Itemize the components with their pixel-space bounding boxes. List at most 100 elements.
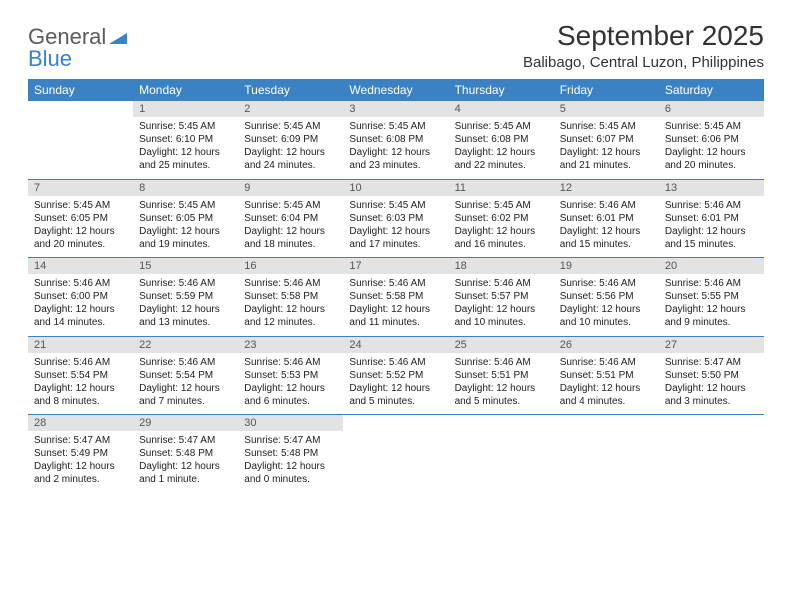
sunrise-text: Sunrise: 5:45 AM	[139, 199, 232, 212]
daynum-row: 123456	[28, 101, 764, 117]
logo-text-blue: Blue	[28, 46, 72, 71]
daylight-text: Daylight: 12 hours and 11 minutes.	[349, 303, 442, 329]
day-number: 22	[139, 339, 151, 351]
day-number: 30	[244, 417, 256, 429]
day-number: 2	[244, 103, 250, 115]
day-number-cell: 30	[238, 415, 343, 431]
day-number-cell: 6	[659, 101, 764, 117]
day-number: 14	[34, 260, 46, 272]
day-number-cell: 17	[343, 258, 448, 274]
day-number: 7	[34, 182, 40, 194]
day-number-cell: 1	[133, 101, 238, 117]
sunrise-text: Sunrise: 5:47 AM	[244, 434, 337, 447]
day-detail-cell: Sunrise: 5:46 AMSunset: 5:57 PMDaylight:…	[449, 274, 554, 336]
logo-text: General Blue	[28, 26, 127, 70]
day-detail-cell: Sunrise: 5:46 AMSunset: 5:59 PMDaylight:…	[133, 274, 238, 336]
day-number: 3	[349, 103, 355, 115]
daylight-text: Daylight: 12 hours and 7 minutes.	[139, 382, 232, 408]
sunrise-text: Sunrise: 5:46 AM	[349, 356, 442, 369]
detail-row: Sunrise: 5:47 AMSunset: 5:49 PMDaylight:…	[28, 431, 764, 493]
day-detail-cell	[449, 431, 554, 493]
daynum-row: 14151617181920	[28, 258, 764, 274]
sunrise-text: Sunrise: 5:45 AM	[244, 120, 337, 133]
day-number-cell: 29	[133, 415, 238, 431]
daylight-text: Daylight: 12 hours and 6 minutes.	[244, 382, 337, 408]
day-number-cell: 21	[28, 337, 133, 353]
day-number: 25	[455, 339, 467, 351]
sunrise-text: Sunrise: 5:47 AM	[139, 434, 232, 447]
sunset-text: Sunset: 6:08 PM	[455, 133, 548, 146]
sunset-text: Sunset: 6:10 PM	[139, 133, 232, 146]
sunset-text: Sunset: 5:55 PM	[665, 290, 758, 303]
daylight-text: Daylight: 12 hours and 15 minutes.	[665, 225, 758, 251]
day-detail-cell: Sunrise: 5:46 AMSunset: 5:58 PMDaylight:…	[343, 274, 448, 336]
sunset-text: Sunset: 6:03 PM	[349, 212, 442, 225]
day-detail-cell: Sunrise: 5:47 AMSunset: 5:50 PMDaylight:…	[659, 353, 764, 415]
daylight-text: Daylight: 12 hours and 25 minutes.	[139, 146, 232, 172]
sunset-text: Sunset: 5:51 PM	[560, 369, 653, 382]
day-number-cell	[449, 415, 554, 431]
sunset-text: Sunset: 6:07 PM	[560, 133, 653, 146]
day-number: 13	[665, 182, 677, 194]
day-number: 23	[244, 339, 256, 351]
sunset-text: Sunset: 6:06 PM	[665, 133, 758, 146]
day-number-cell: 20	[659, 258, 764, 274]
day-detail-cell: Sunrise: 5:47 AMSunset: 5:48 PMDaylight:…	[238, 431, 343, 493]
sunrise-text: Sunrise: 5:46 AM	[560, 199, 653, 212]
day-number: 15	[139, 260, 151, 272]
sunrise-text: Sunrise: 5:46 AM	[455, 277, 548, 290]
day-number: 12	[560, 182, 572, 194]
sunset-text: Sunset: 5:58 PM	[244, 290, 337, 303]
day-number: 9	[244, 182, 250, 194]
day-detail-cell: Sunrise: 5:45 AMSunset: 6:08 PMDaylight:…	[343, 117, 448, 179]
day-detail-cell: Sunrise: 5:46 AMSunset: 5:56 PMDaylight:…	[554, 274, 659, 336]
sunrise-text: Sunrise: 5:45 AM	[349, 199, 442, 212]
day-number-cell: 18	[449, 258, 554, 274]
day-detail-cell: Sunrise: 5:45 AMSunset: 6:09 PMDaylight:…	[238, 117, 343, 179]
sunrise-text: Sunrise: 5:45 AM	[455, 120, 548, 133]
day-number-cell	[28, 101, 133, 117]
location: Balibago, Central Luzon, Philippines	[523, 54, 764, 71]
day-detail-cell: Sunrise: 5:46 AMSunset: 5:51 PMDaylight:…	[449, 353, 554, 415]
sunrise-text: Sunrise: 5:46 AM	[349, 277, 442, 290]
day-number: 29	[139, 417, 151, 429]
day-number-cell: 23	[238, 337, 343, 353]
day-detail-cell: Sunrise: 5:47 AMSunset: 5:48 PMDaylight:…	[133, 431, 238, 493]
day-number-cell: 8	[133, 180, 238, 196]
day-detail-cell: Sunrise: 5:45 AMSunset: 6:05 PMDaylight:…	[133, 196, 238, 258]
daylight-text: Daylight: 12 hours and 4 minutes.	[560, 382, 653, 408]
sunset-text: Sunset: 6:09 PM	[244, 133, 337, 146]
daylight-text: Daylight: 12 hours and 18 minutes.	[244, 225, 337, 251]
day-number-cell: 14	[28, 258, 133, 274]
sunset-text: Sunset: 6:01 PM	[560, 212, 653, 225]
daylight-text: Daylight: 12 hours and 13 minutes.	[139, 303, 232, 329]
day-number: 20	[665, 260, 677, 272]
day-number-cell: 22	[133, 337, 238, 353]
daylight-text: Daylight: 12 hours and 10 minutes.	[455, 303, 548, 329]
day-detail-cell: Sunrise: 5:45 AMSunset: 6:03 PMDaylight:…	[343, 196, 448, 258]
sunrise-text: Sunrise: 5:46 AM	[244, 356, 337, 369]
day-number: 17	[349, 260, 361, 272]
sunset-text: Sunset: 5:53 PM	[244, 369, 337, 382]
sunrise-text: Sunrise: 5:46 AM	[560, 356, 653, 369]
day-number-cell: 3	[343, 101, 448, 117]
detail-row: Sunrise: 5:46 AMSunset: 5:54 PMDaylight:…	[28, 353, 764, 415]
sunrise-text: Sunrise: 5:45 AM	[244, 199, 337, 212]
day-detail-cell: Sunrise: 5:46 AMSunset: 5:54 PMDaylight:…	[28, 353, 133, 415]
day-detail-cell: Sunrise: 5:45 AMSunset: 6:07 PMDaylight:…	[554, 117, 659, 179]
sunset-text: Sunset: 6:00 PM	[34, 290, 127, 303]
sunrise-text: Sunrise: 5:46 AM	[455, 356, 548, 369]
detail-row: Sunrise: 5:45 AM Sunset: 6:10 PMDaylight:…	[28, 117, 764, 179]
day-number: 5	[560, 103, 566, 115]
day-number-cell	[343, 415, 448, 431]
sunrise-text: Sunrise: 5:47 AM	[34, 434, 127, 447]
daylight-text: Daylight: 12 hours and 5 minutes.	[455, 382, 548, 408]
day-number-cell: 25	[449, 337, 554, 353]
daylight-text: Daylight: 12 hours and 0 minutes.	[244, 460, 337, 486]
dow-header: Wednesday	[343, 79, 448, 101]
sunrise-text: Sunrise: 5:45 AM	[349, 120, 442, 133]
day-number-cell: 16	[238, 258, 343, 274]
calendar-body: 123456Sunrise: 5:45 AMSunset: 6:10 PMDay…	[28, 101, 764, 493]
month-title: September 2025	[523, 20, 764, 52]
day-number-cell: 13	[659, 180, 764, 196]
